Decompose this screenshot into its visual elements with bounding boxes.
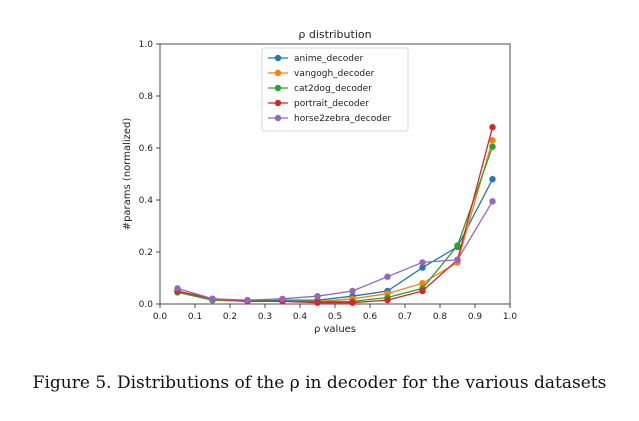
legend-label: portrait_decoder	[294, 99, 369, 109]
series-vangogh_decoder	[174, 137, 496, 305]
x-tick-label: 0.3	[258, 312, 272, 322]
x-tick-label: 1.0	[503, 312, 518, 322]
legend-marker	[274, 99, 282, 107]
figure-caption: Figure 5. Distributions of the ρ in deco…	[32, 373, 607, 393]
x-axis-ticks: 0.0 0.1 0.2 0.3 0.4 0.5 0.6 0.7 0.8 0.9 1.0	[153, 304, 518, 322]
legend-frame	[261, 47, 409, 132]
data-point	[279, 295, 286, 302]
legend-marker	[274, 84, 282, 92]
legend-label: vangogh_decoder	[294, 69, 375, 79]
y-axis-label: #params (normalized)	[122, 118, 133, 231]
x-tick-label: 0.2	[223, 312, 237, 322]
series-anime_decoder	[174, 176, 496, 305]
data-point	[489, 176, 496, 183]
data-point	[489, 124, 496, 131]
x-axis-label: ρ values	[314, 324, 356, 335]
legend-label: anime_decoder	[294, 54, 363, 64]
series-line	[177, 200, 494, 301]
x-tick-label: 0.8	[433, 312, 448, 322]
chart-title: ρ distribution	[298, 28, 371, 41]
y-tick-label: 0.6	[139, 144, 154, 154]
x-tick-label: 0.0	[153, 312, 168, 322]
data-point	[349, 299, 356, 306]
data-point	[419, 287, 426, 295]
legend-item: cat2dog_decoder	[268, 84, 372, 94]
data-point	[314, 293, 321, 300]
y-tick-label: 0.8	[139, 92, 154, 102]
series-portrait_decoder	[174, 124, 496, 306]
data-point	[454, 242, 461, 249]
data-point	[174, 285, 181, 292]
legend-item: vangogh_decoder	[268, 69, 375, 79]
data-point	[489, 198, 496, 205]
data-point	[454, 256, 461, 263]
data-point	[314, 299, 321, 306]
legend-label: horse2zebra_decoder	[294, 114, 392, 124]
line-chart: 0.0 0.1 0.2 0.3 0.4 0.5 0.6 0.7 0.8 0.9 1.0 0.0 0.2…	[122, 28, 518, 335]
legend-marker	[274, 54, 282, 62]
legend-label: cat2dog_decoder	[294, 84, 372, 94]
data-point	[349, 287, 356, 295]
data-point	[419, 280, 426, 287]
y-tick-label: 0.0	[139, 300, 154, 310]
y-tick-label: 1.0	[139, 40, 154, 50]
series-horse2zebra_decoder	[174, 198, 496, 304]
series-cat2dog_decoder	[174, 143, 496, 305]
legend-item: portrait_decoder	[268, 99, 369, 109]
y-axis-ticks: 0.0 0.2 0.4 0.6 0.8 1.0	[139, 40, 160, 310]
series-line	[177, 140, 494, 303]
data-point	[419, 264, 426, 271]
data-point	[489, 137, 496, 144]
x-tick-label: 0.4	[293, 312, 308, 322]
legend-marker	[274, 114, 282, 122]
legend: anime_decoder vangogh_decoder cat2dog_deco…	[261, 47, 409, 132]
data-point	[384, 273, 391, 280]
data-point	[489, 143, 496, 150]
series-line	[177, 178, 494, 303]
x-tick-label: 0.6	[363, 312, 378, 322]
series-line	[177, 127, 494, 304]
series-group	[174, 124, 496, 306]
y-tick-label: 0.4	[139, 196, 154, 206]
legend-item: horse2zebra_decoder	[268, 114, 392, 124]
x-tick-label: 0.7	[398, 312, 412, 322]
data-point	[419, 259, 426, 266]
x-tick-label: 0.1	[188, 312, 202, 322]
data-point	[244, 296, 251, 304]
data-point	[384, 296, 391, 304]
x-tick-label: 0.9	[468, 312, 483, 322]
data-point	[209, 295, 216, 302]
legend-item: anime_decoder	[268, 54, 363, 64]
series-line	[177, 146, 494, 303]
legend-marker	[274, 69, 282, 77]
x-tick-label: 0.5	[328, 312, 342, 322]
y-tick-label: 0.2	[139, 248, 153, 258]
